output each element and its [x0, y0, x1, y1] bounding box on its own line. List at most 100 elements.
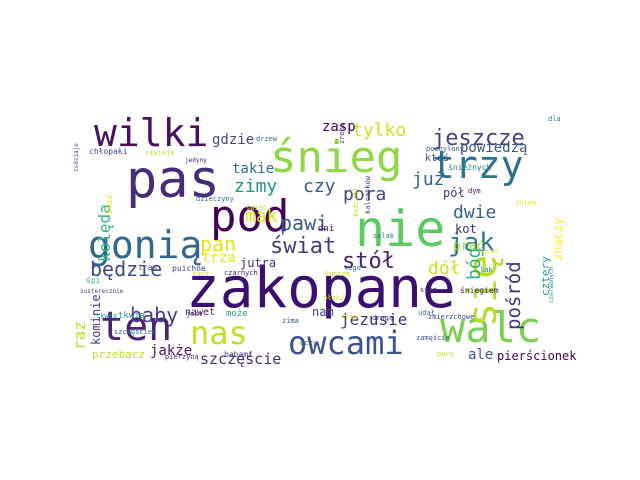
cloud-word: nam — [312, 305, 334, 319]
cloud-word: dwie — [453, 202, 496, 223]
cloud-word: trzy — [432, 143, 524, 187]
cloud-word: będzie — [90, 257, 162, 281]
cloud-word: zimy — [234, 176, 278, 197]
cloud-word: dni — [318, 224, 334, 234]
cloud-word: kalcatków — [364, 175, 372, 214]
cloud-word: zasa — [192, 270, 209, 278]
cloud-word: dym — [468, 187, 481, 195]
cloud-word: ktoś — [425, 152, 449, 164]
cloud-word: może — [226, 309, 248, 319]
cloud-word: świec — [246, 204, 267, 212]
cloud-word: pierzyną — [165, 353, 199, 361]
cloud-word: jest — [186, 310, 203, 318]
cloud-word: baby — [130, 303, 178, 327]
cloud-word: chłopaki — [89, 147, 128, 156]
cloud-word: dzieczyny — [196, 195, 234, 203]
cloud-word: śnieg — [270, 132, 402, 183]
cloud-word: mak — [245, 206, 278, 227]
cloud-word: kościół — [352, 187, 360, 217]
cloud-word: gdzie — [212, 132, 254, 148]
cloud-word: szlak — [373, 232, 395, 240]
cloud-word: lak — [480, 266, 493, 274]
cloud-word: zamęście — [416, 334, 450, 342]
cloud-word: puichne — [172, 264, 206, 273]
cloud-word: ale — [468, 347, 493, 363]
cloud-word: pierścionek — [497, 349, 577, 363]
cloud-word: zima — [282, 317, 299, 325]
cloud-word: jeszcze — [432, 126, 525, 151]
cloud-word: czy — [303, 176, 336, 197]
cloud-word: stem — [420, 286, 437, 294]
cloud-word: dla — [548, 115, 561, 123]
cloud-word: drogą — [372, 314, 393, 322]
cloud-word: raz — [70, 321, 89, 350]
cloud-word: nawet — [185, 307, 215, 318]
cloud-word: szczęściem — [114, 328, 156, 336]
cloud-word: pas — [126, 150, 220, 210]
cloud-word: zasp — [322, 119, 356, 135]
cloud-word: kominie — [89, 294, 103, 345]
cloud-word: kolęda — [95, 204, 114, 262]
cloud-word: nie — [355, 200, 445, 258]
cloud-word: pawi — [280, 211, 328, 235]
cloud-word: zsdziaje — [73, 143, 80, 172]
cloud-word: pan — [200, 232, 236, 256]
cloud-word: znaczy — [551, 218, 565, 261]
cloud-word: czerwonych — [548, 266, 555, 303]
cloud-word: zmierzchowe — [428, 313, 474, 321]
cloud-word: zniem — [515, 199, 536, 207]
cloud-word: udał — [418, 309, 435, 317]
cloud-word: gonią — [88, 223, 202, 267]
cloud-word: przebacz — [92, 348, 145, 361]
cloud-word: babami — [224, 350, 253, 359]
cloud-word: szczęście — [200, 350, 281, 368]
cloud-word: tkwią — [96, 312, 117, 320]
cloud-word: boże — [105, 195, 114, 214]
cloud-word: jezusie — [340, 310, 407, 329]
cloud-word: zakopane — [186, 256, 456, 321]
cloud-word: tras — [138, 263, 157, 272]
cloud-word: się — [460, 255, 506, 327]
cloud-word: pół — [443, 186, 465, 200]
cloud-word: pośród — [503, 261, 525, 330]
cloud-word: jakże — [150, 343, 192, 359]
cloud-word: aras — [482, 247, 499, 255]
cloud-word: oczy — [300, 339, 317, 347]
cloud-word: pary — [437, 350, 454, 358]
cloud-word: czarnych — [224, 269, 258, 277]
cloud-word: świat — [270, 234, 336, 259]
cloud-word: śniegiem — [460, 285, 499, 295]
cloud-word: pod — [210, 191, 289, 242]
cloud-word: tego — [344, 264, 361, 272]
cloud-word: płaki — [323, 294, 344, 302]
cloud-word: powiedzą — [460, 140, 527, 156]
cloud-word: ten — [100, 304, 172, 350]
cloud-word: susterecznie — [80, 288, 124, 295]
cloud-word: walc — [440, 303, 541, 352]
cloud-word: pochylony — [426, 145, 464, 153]
cloud-word: dół — [428, 258, 461, 279]
cloud-word: bóg — [464, 247, 485, 280]
cloud-word: jutra — [240, 256, 276, 270]
cloud-word: siwieje — [145, 149, 175, 157]
cloud-word: jak — [448, 228, 495, 258]
cloud-word: śpi — [86, 275, 101, 285]
cloud-word: kot — [455, 222, 477, 236]
cloud-word: kuśtem — [325, 270, 350, 278]
cloud-word: takie — [232, 161, 274, 177]
cloud-word: owcami — [288, 324, 404, 362]
cloud-word: jedyny — [185, 157, 207, 164]
cloud-word: pora — [343, 184, 386, 205]
cloud-word: drzew — [256, 135, 278, 143]
cloud-word: trma — [341, 313, 358, 321]
cloud-word: cztery — [539, 256, 552, 296]
cloud-word: stół — [342, 249, 395, 274]
cloud-word: nas — [190, 314, 248, 352]
cloud-word: wilki — [94, 111, 208, 155]
cloud-word: śnieżnych — [448, 162, 492, 172]
cloud-word: już — [412, 169, 445, 190]
cloud-word: tylko — [352, 120, 406, 141]
cloud-word: zrobi — [338, 123, 346, 144]
cloud-word: tkwią — [118, 311, 145, 321]
